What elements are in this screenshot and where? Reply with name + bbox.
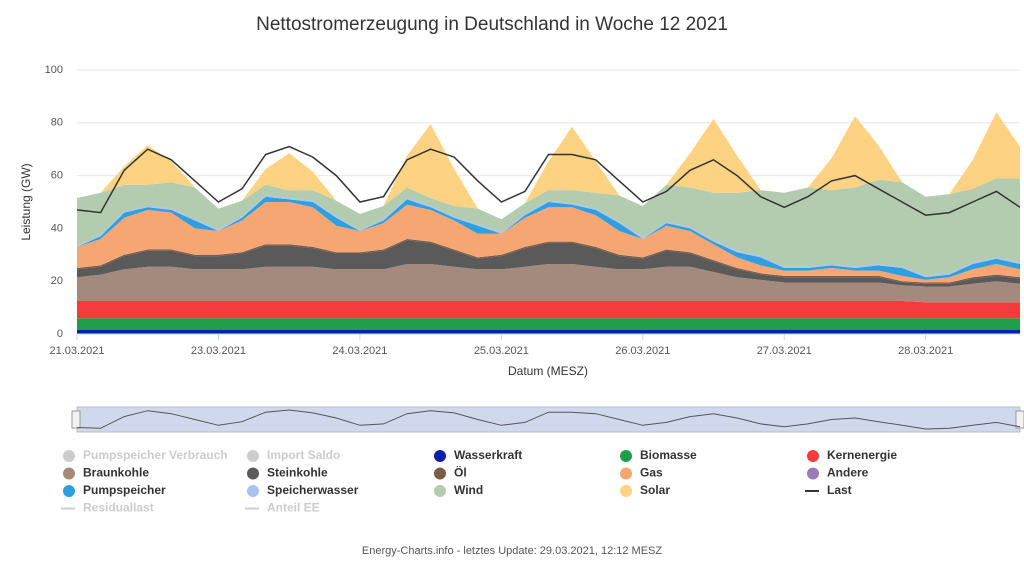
- legend-label[interactable]: Import Saldo: [267, 448, 340, 462]
- legend-label[interactable]: Speicherwasser: [267, 483, 359, 497]
- y-tick-label: 40: [51, 222, 63, 234]
- legend-label[interactable]: Braunkohle: [83, 466, 149, 480]
- area: [77, 330, 1020, 334]
- x-axis-title: Datum (MESZ): [508, 364, 588, 378]
- navigator-line: [76, 409, 1021, 430]
- legend-label[interactable]: Wasserkraft: [454, 448, 522, 462]
- legend-label[interactable]: Solar: [640, 483, 670, 497]
- legend-symbol: [434, 450, 446, 462]
- legend-symbol: [63, 450, 75, 462]
- x-tick-label: 25.03.2021: [474, 345, 529, 357]
- legend-symbol: [247, 450, 259, 462]
- legend-symbol: [247, 485, 259, 497]
- legend-symbol: [434, 485, 446, 497]
- legend-label[interactable]: Öl: [454, 465, 467, 480]
- legend-label[interactable]: Wind: [454, 483, 483, 497]
- y-tick-label: 80: [51, 117, 63, 129]
- legend-symbol: [620, 450, 632, 462]
- area: [77, 202, 1020, 283]
- navigator-handle[interactable]: [71, 410, 81, 429]
- footer: Energy-Charts.info - letztes Update: 29.…: [362, 545, 662, 557]
- area: [77, 112, 1020, 220]
- y-tick-label: 100: [45, 64, 63, 76]
- area: [77, 264, 1020, 303]
- y-tick-label: 20: [51, 275, 63, 287]
- area: [77, 318, 1020, 330]
- legend-symbol: [247, 467, 259, 480]
- navigator[interactable]: [76, 406, 1021, 433]
- chart-title: Nettostromerzeugung in Deutschland in Wo…: [256, 14, 728, 35]
- y-axis-title: Leistung (GW): [19, 163, 33, 240]
- x-tick-label: 21.03.2021: [49, 345, 104, 357]
- area: [77, 301, 1020, 319]
- legend-label[interactable]: Anteil EE: [267, 501, 320, 515]
- legend-label[interactable]: Pumpspeicher Verbrauch: [83, 448, 228, 462]
- legend-symbol: [434, 467, 446, 480]
- line: [76, 145, 1021, 216]
- legend-label[interactable]: Steinkohle: [267, 466, 328, 480]
- y-tick-label: 0: [57, 328, 63, 340]
- area: [77, 178, 1020, 276]
- legend-symbol: [807, 450, 819, 462]
- legend-label[interactable]: Kernenergie: [827, 448, 897, 462]
- y-tick-label: 60: [51, 170, 63, 182]
- legend-label[interactable]: Gas: [640, 466, 663, 480]
- legend-symbol: [63, 485, 75, 497]
- x-tick-label: 23.03.2021: [191, 345, 246, 357]
- legend-symbol: [620, 485, 632, 497]
- legend-label[interactable]: Biomasse: [640, 448, 697, 462]
- legend-symbol: [620, 467, 632, 480]
- x-tick-label: 27.03.2021: [757, 345, 812, 357]
- legend-label[interactable]: Pumpspeicher: [83, 483, 166, 497]
- area: [77, 240, 1020, 287]
- x-tick-label: 26.03.2021: [615, 345, 670, 357]
- legend-label[interactable]: Andere: [827, 466, 869, 480]
- x-tick-label: 28.03.2021: [898, 345, 953, 357]
- legend-label[interactable]: Last: [827, 483, 852, 497]
- legend-symbol: [63, 467, 75, 480]
- legend-label[interactable]: Residuallast: [83, 501, 154, 515]
- legend-symbol: [807, 467, 819, 480]
- navigator-handle[interactable]: [1015, 410, 1024, 429]
- x-tick-label: 24.03.2021: [332, 345, 387, 357]
